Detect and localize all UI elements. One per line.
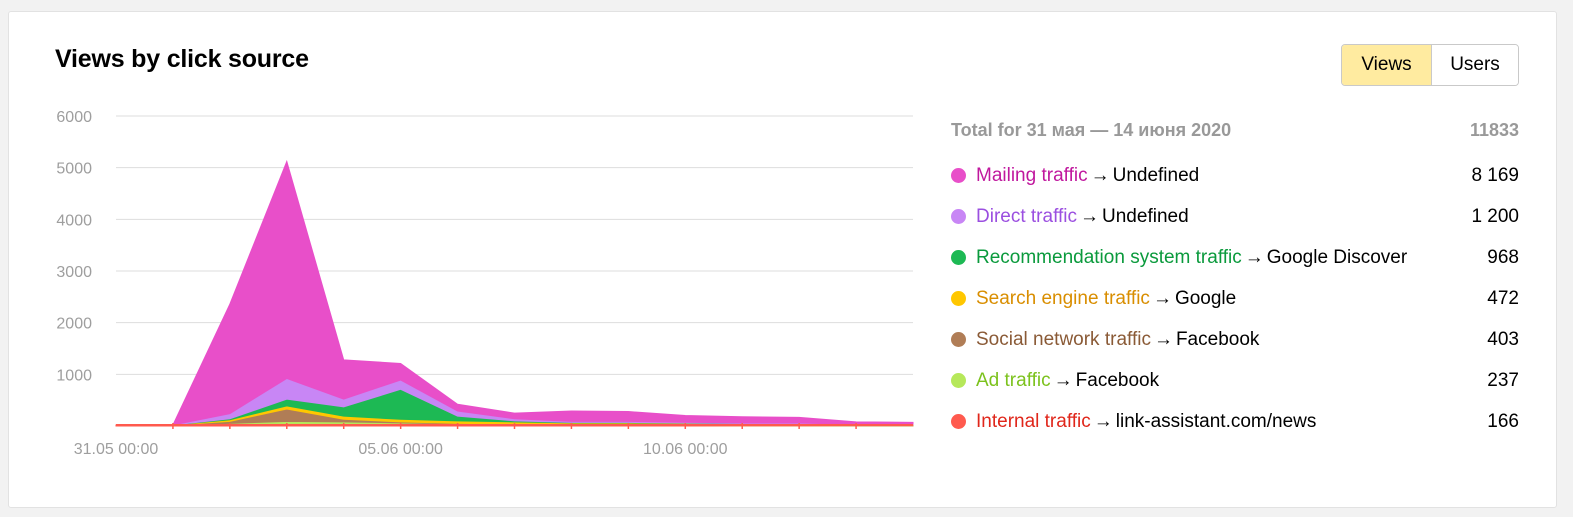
legend-color-dot[interactable]: [951, 373, 966, 388]
legend-target-label: Google Discover: [1266, 246, 1408, 268]
legend-target-label: Facebook: [1175, 328, 1260, 350]
y-tick-label: 2000: [56, 316, 92, 333]
arrow-icon: →: [1152, 287, 1172, 309]
legend-value: 237: [1487, 369, 1519, 391]
legend-value: 8 169: [1471, 164, 1519, 186]
legend-total-row: Total for 31 мая — 14 июня 2020 11833: [951, 115, 1519, 145]
area-mailing-traffic[interactable]: [116, 159, 914, 426]
legend-item[interactable]: Social network traffic → Facebook 403: [951, 319, 1519, 360]
y-tick-label: 1000: [56, 367, 92, 384]
legend-color-dot[interactable]: [951, 209, 966, 224]
legend-source-link[interactable]: Ad traffic: [976, 369, 1051, 391]
legend-color-dot[interactable]: [951, 291, 966, 306]
y-tick-label: 4000: [56, 212, 92, 229]
legend-source-link[interactable]: Social network traffic: [976, 328, 1151, 350]
legend-item-label-group: Search engine traffic → Google: [951, 288, 1236, 310]
y-tick-label: 6000: [56, 109, 92, 126]
legend-source-link[interactable]: Internal traffic: [976, 410, 1091, 432]
legend-value: 472: [1487, 287, 1519, 309]
legend-value: 166: [1487, 410, 1519, 432]
legend-value: 403: [1487, 328, 1519, 350]
y-tick-label: 3000: [56, 264, 92, 281]
arrow-icon: →: [1244, 246, 1264, 268]
legend-color-dot[interactable]: [951, 414, 966, 429]
legend-color-dot[interactable]: [951, 250, 966, 265]
arrow-icon: →: [1093, 410, 1113, 432]
arrow-icon: →: [1080, 205, 1100, 227]
legend-color-dot[interactable]: [951, 168, 966, 183]
legend-target-label: Facebook: [1075, 369, 1160, 391]
legend-source-link[interactable]: Direct traffic: [976, 205, 1078, 227]
legend-value: 1 200: [1471, 205, 1519, 227]
y-tick-label: 5000: [56, 161, 92, 178]
views-toggle-button[interactable]: Views: [1342, 45, 1432, 85]
legend-target-label: Undefined: [1112, 164, 1200, 186]
legend-value: 968: [1487, 246, 1519, 268]
legend-item[interactable]: Direct traffic → Undefined 1 200: [951, 196, 1519, 237]
arrow-icon: →: [1153, 328, 1173, 350]
legend-source-link[interactable]: Mailing traffic: [976, 164, 1088, 186]
legend-item-label-group: Recommendation system traffic → Google Dis…: [951, 247, 1407, 269]
users-toggle-button[interactable]: Users: [1432, 45, 1518, 85]
legend-total-label: Total for 31 мая — 14 июня 2020: [951, 119, 1232, 140]
widget-title: Views by click source: [55, 45, 309, 73]
x-tick-label: 10.06 00:00: [643, 441, 728, 458]
legend-item-label-group: Social network traffic → Facebook: [951, 329, 1259, 351]
legend-total-value: 11833: [1469, 119, 1519, 140]
legend-source-link[interactable]: Recommendation system traffic: [976, 246, 1242, 268]
legend: Total for 31 мая — 14 июня 2020 11833 Ma…: [951, 115, 1519, 442]
legend-item-label-group: Mailing traffic → Undefined: [951, 165, 1199, 187]
legend-item[interactable]: Ad traffic → Facebook 237: [951, 360, 1519, 401]
legend-item[interactable]: Internal traffic → link-assistant.com/news…: [951, 401, 1519, 442]
legend-target-label: Google: [1174, 287, 1237, 309]
legend-item[interactable]: Mailing traffic → Undefined 8 169: [951, 155, 1519, 196]
legend-color-dot[interactable]: [951, 332, 966, 347]
legend-item-label-group: Ad traffic → Facebook: [951, 370, 1159, 392]
legend-source-link[interactable]: Search engine traffic: [976, 287, 1150, 309]
x-tick-label: 05.06 00:00: [358, 441, 443, 458]
legend-item-label-group: Direct traffic → Undefined: [951, 206, 1189, 228]
arrow-icon: →: [1053, 369, 1073, 391]
legend-target-label: link-assistant.com/news: [1115, 410, 1317, 432]
legend-item-label-group: Internal traffic → link-assistant.com/news: [951, 411, 1316, 433]
views-users-toggle: Views Users: [1341, 44, 1519, 86]
x-tick-label: 31.05 00:00: [74, 441, 159, 458]
legend-target-label: Undefined: [1102, 205, 1189, 227]
legend-item[interactable]: Search engine traffic → Google 472: [951, 278, 1519, 319]
legend-item[interactable]: Recommendation system traffic → Google Dis…: [951, 237, 1519, 278]
arrow-icon: →: [1090, 164, 1110, 186]
